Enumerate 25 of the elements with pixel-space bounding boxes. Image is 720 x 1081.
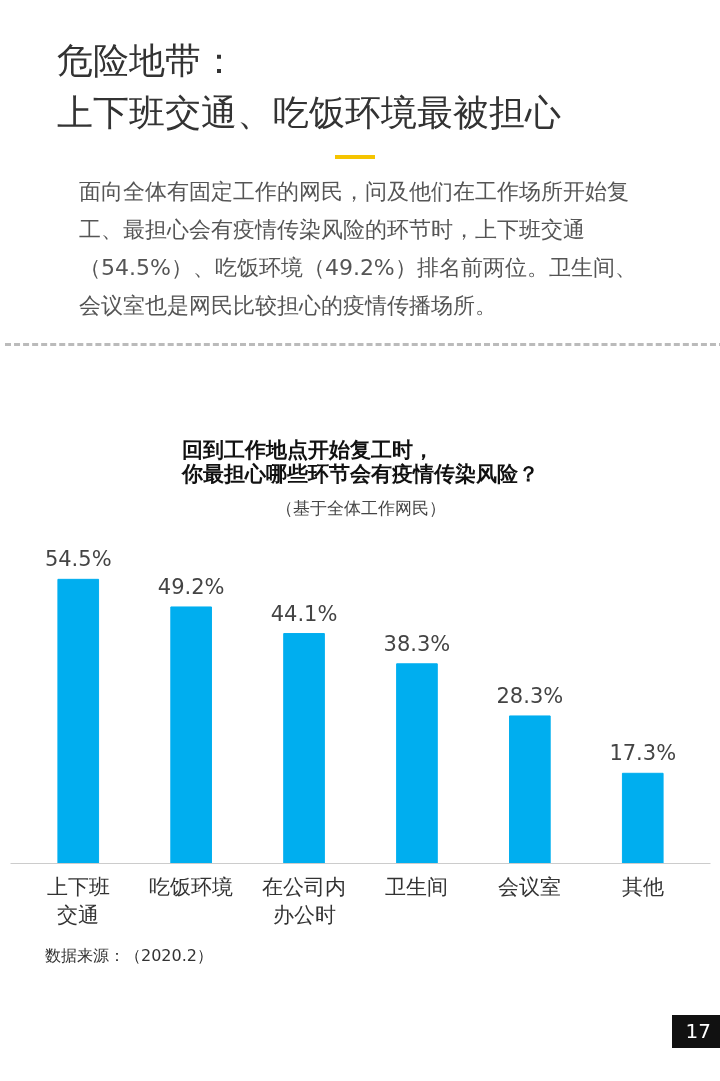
text: 面向全体有固定工作的网民，问及他们在工作场所开始复工、最担心会有疫情传染风险的环节时，上下班交通（54.5%）、吃饭环境（49.2%）排名前两位。卫生间、会议室也是网民比较担心的疫情传播场所。 [79, 178, 638, 320]
chart-subtitle: （基于全体工作网民） [275, 497, 446, 518]
x-tick-label: 吃饭环境 [149, 874, 234, 899]
x-tick-label: 上下班交通 [46, 874, 110, 928]
bar [283, 633, 325, 864]
bar [509, 715, 551, 864]
data-label: 28.3% [496, 683, 564, 708]
bar [57, 578, 100, 864]
chart-title: 回到工作地点开始复工时，你最担心哪些环节会有疫情传染风险？ [181, 437, 539, 486]
x-tick-label: 在公司内办公时 [262, 874, 347, 928]
x-tick-label: 其他 [621, 874, 664, 899]
text: 危险地带： [57, 39, 238, 83]
x-tick-label: 会议室 [498, 874, 562, 899]
bar [396, 663, 438, 864]
x-tick-label: 卫生间 [385, 874, 449, 899]
text: 上下班交通、吃饭环境最被担心 [57, 91, 562, 135]
data-label: 17.3% [609, 741, 677, 766]
data-label: 49.2% [157, 574, 225, 599]
data-label: 38.3% [383, 631, 451, 656]
text: 17 [671, 1015, 720, 1048]
source-note: 数据来源：（2020.2） [45, 945, 213, 967]
data-label: 54.5% [44, 547, 112, 572]
bar [621, 772, 664, 864]
bar [170, 606, 212, 864]
data-label: 44.1% [270, 601, 338, 626]
